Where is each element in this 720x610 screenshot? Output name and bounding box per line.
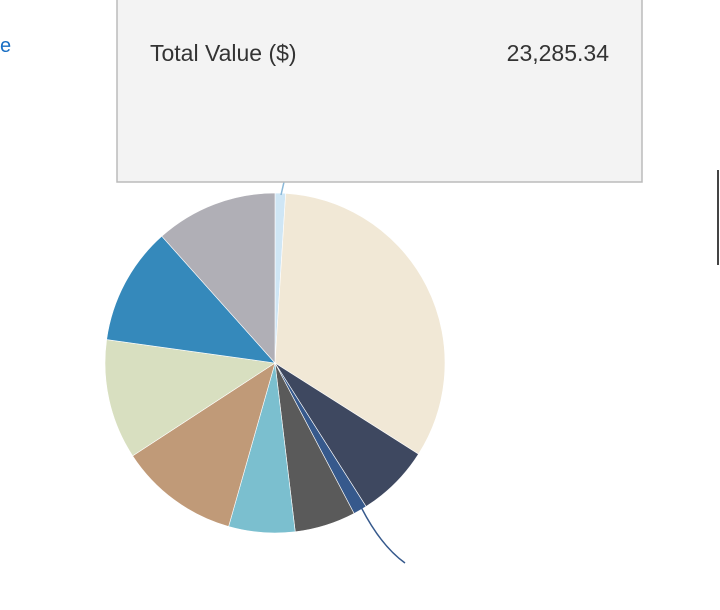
tooltip (116, 0, 643, 183)
tooltip-value: 23,285.34 (507, 40, 610, 66)
pie-slice (161, 192, 276, 364)
pie-slice (106, 235, 276, 364)
pie-slice (104, 339, 276, 457)
leader-line (280, 181, 285, 196)
pie-slice (274, 193, 446, 455)
link[interactable]: e (0, 35, 11, 57)
tooltip-label: Total Value ($) (150, 40, 297, 66)
leader-line (359, 504, 406, 564)
pie-slice (132, 362, 276, 527)
pie (104, 192, 446, 534)
